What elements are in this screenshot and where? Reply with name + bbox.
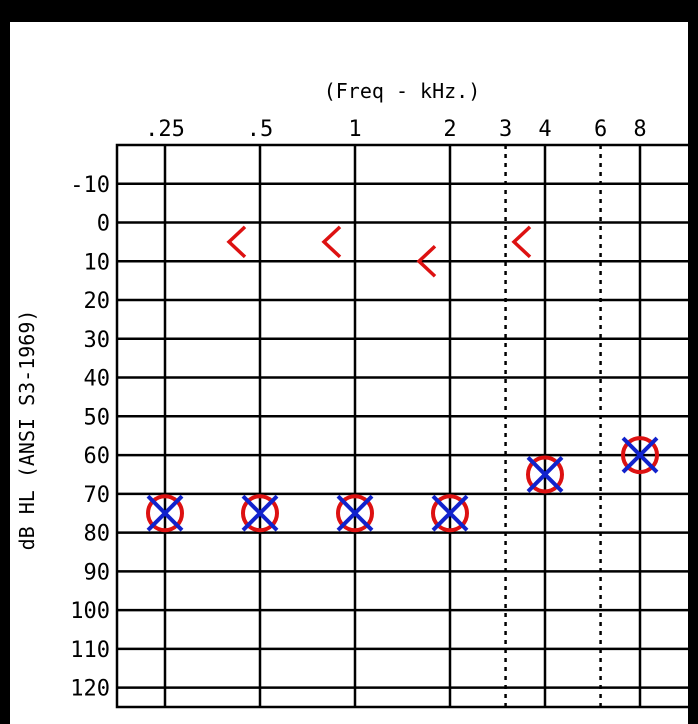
y-tick-label: 60 (84, 444, 111, 469)
x-tick-label: 2 (443, 117, 456, 142)
marker-layer (146, 225, 659, 533)
cross-marker (146, 494, 184, 532)
circle-marker (241, 494, 279, 533)
x-axis-title: (Freq - kHz.) (324, 79, 481, 103)
y-tick-label: 80 (84, 522, 111, 547)
x-tick-label: 8 (633, 117, 646, 142)
bone-conduction-marker (511, 225, 532, 259)
cross-stroke (431, 494, 469, 532)
grid-layer (115, 143, 694, 709)
cross-marker (336, 494, 374, 532)
y-tick-label: 90 (84, 560, 111, 585)
y-axis-title: dB HL (ANSI S3-1969) (15, 310, 39, 551)
y-tick-label: 40 (84, 367, 111, 392)
cross-stroke (526, 456, 564, 493)
cross-marker (241, 494, 279, 532)
x-tick-label: 3 (499, 117, 512, 142)
chart-background (10, 22, 688, 724)
x-tick-label: 1 (348, 117, 361, 142)
x-tick-label: 4 (538, 117, 551, 142)
circle-marker (431, 494, 469, 533)
y-tick-label: 30 (84, 328, 111, 353)
cross-marker (526, 456, 564, 493)
label-layer: -10 0 10 20 30 40 50 60 70 80 90 100 110 120 .25 .5 1 2 3 4… (70, 117, 646, 702)
y-tick-label: 100 (70, 599, 110, 624)
bone-conduction-marker (321, 225, 342, 259)
cross-stroke (241, 494, 279, 532)
y-tick-label: 0 (97, 212, 110, 237)
cross-stroke (621, 436, 659, 474)
bone-conduction-marker (226, 225, 247, 259)
x-tick-label: .25 (145, 117, 185, 142)
cross-marker (431, 494, 469, 532)
plot-border (115, 143, 694, 709)
bone-conduction-marker (416, 244, 437, 278)
y-tick-label: 50 (84, 405, 111, 430)
circle-marker (336, 494, 374, 533)
x-tick-label: .5 (247, 117, 274, 142)
circle-marker (146, 494, 184, 533)
circle-marker (526, 455, 564, 494)
y-tick-label: -10 (70, 173, 110, 198)
y-tick-label: 110 (70, 638, 110, 663)
cross-stroke (336, 494, 374, 532)
x-tick-label: 6 (594, 117, 607, 142)
cross-stroke (146, 494, 184, 532)
y-tick-label: 120 (70, 677, 110, 702)
y-tick-label: 70 (84, 483, 111, 508)
circle-marker (621, 436, 659, 475)
y-tick-label: 20 (84, 289, 111, 314)
y-tick-label: 10 (84, 250, 111, 275)
cross-marker (621, 436, 659, 474)
